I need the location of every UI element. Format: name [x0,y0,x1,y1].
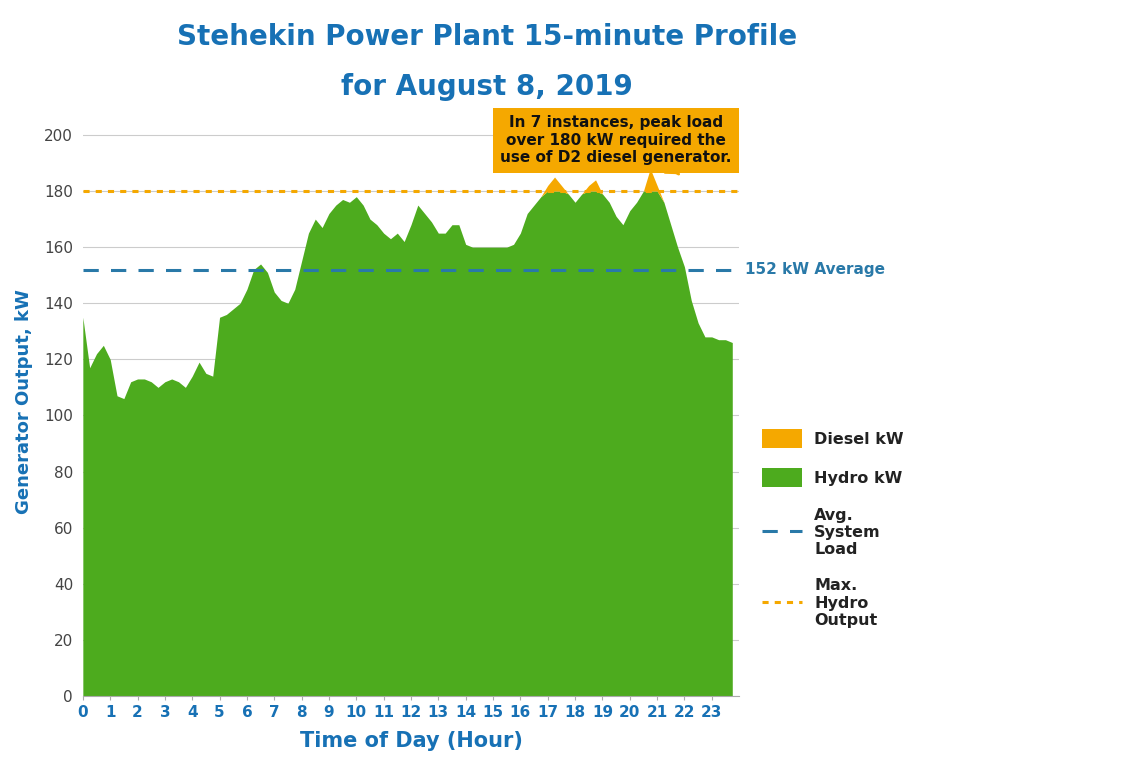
Y-axis label: Generator Output, kW: Generator Output, kW [15,289,33,514]
Legend: Diesel kW, Hydro kW, Avg.
System
Load, Max.
Hydro
Output: Diesel kW, Hydro kW, Avg. System Load, M… [753,421,912,636]
Text: In 7 instances, peak load
over 180 kW required the
use of D2 diesel generator.: In 7 instances, peak load over 180 kW re… [501,116,732,174]
Text: 152 kW Average: 152 kW Average [744,262,885,277]
Text: Stehekin Power Plant 15-minute Profile: Stehekin Power Plant 15-minute Profile [177,23,798,51]
X-axis label: Time of Day (Hour): Time of Day (Hour) [299,731,522,751]
Text: for August 8, 2019: for August 8, 2019 [341,73,633,101]
